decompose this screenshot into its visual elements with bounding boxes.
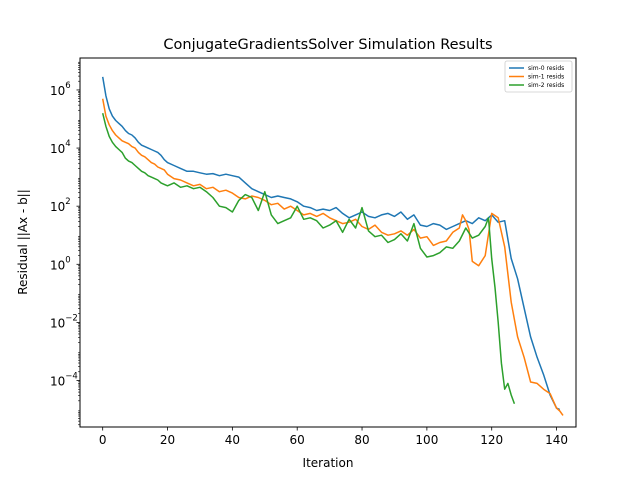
y-tick-base: 10 xyxy=(50,316,65,330)
y-tick-exponent: 6 xyxy=(65,81,70,91)
y-tick-exponent: 2 xyxy=(65,197,70,207)
x-axis-label: Iteration xyxy=(303,456,354,470)
y-tick-exponent: 0 xyxy=(65,255,70,265)
x-tick-label: 40 xyxy=(225,433,240,447)
x-tick-label: 140 xyxy=(545,433,568,447)
y-tick-label: 104 xyxy=(50,139,71,156)
x-tick-label: 80 xyxy=(354,433,369,447)
x-tick-label: 0 xyxy=(99,433,107,447)
series-line-0 xyxy=(101,76,561,411)
legend-label-0: sim-0 resids xyxy=(528,65,564,72)
y-tick-label: 10−4 xyxy=(50,372,78,389)
x-tick-label: 60 xyxy=(290,433,305,447)
y-tick-base: 10 xyxy=(50,258,65,272)
legend-label-1: sim-1 resids xyxy=(528,74,564,81)
x-tick-label: 20 xyxy=(160,433,175,447)
y-tick-base: 10 xyxy=(50,200,65,214)
y-tick-base: 10 xyxy=(50,142,65,156)
series-line-2 xyxy=(101,113,516,405)
x-tick-label: 100 xyxy=(415,433,438,447)
y-tick-label: 100 xyxy=(50,255,71,272)
y-tick-base: 10 xyxy=(50,375,65,389)
y-tick-label: 102 xyxy=(50,197,71,214)
y-axis-label: Residual ||Ax - b|| xyxy=(16,189,30,295)
plot-frame xyxy=(79,57,577,428)
y-tick-exponent: −4 xyxy=(65,372,78,382)
legend-label-2: sim-2 resids xyxy=(528,82,564,89)
y-tick-label: 106 xyxy=(50,81,71,98)
y-tick-base: 10 xyxy=(50,84,65,98)
plot-lines xyxy=(101,76,564,416)
y-tick-exponent: −2 xyxy=(65,313,78,323)
y-tick-exponent: 4 xyxy=(65,139,70,149)
y-tick-label: 10−2 xyxy=(50,313,78,330)
x-tick-label: 120 xyxy=(480,433,503,447)
chart-title: ConjugateGradientsSolver Simulation Resu… xyxy=(163,37,492,53)
series-line-1 xyxy=(101,98,564,416)
x-axis: 0 20 40 60 80 100 120 140 xyxy=(99,427,568,447)
